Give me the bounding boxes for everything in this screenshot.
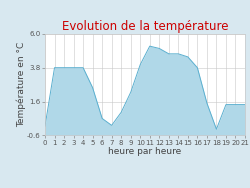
X-axis label: heure par heure: heure par heure xyxy=(108,147,182,156)
Y-axis label: Température en °C: Température en °C xyxy=(16,42,26,127)
Title: Evolution de la température: Evolution de la température xyxy=(62,20,228,33)
